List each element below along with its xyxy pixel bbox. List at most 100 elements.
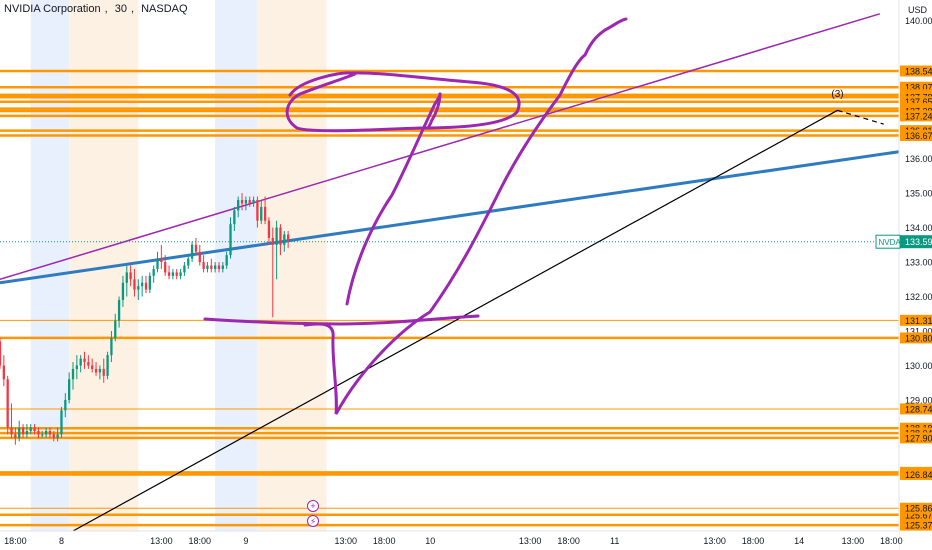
candle xyxy=(267,217,271,245)
black-trend-line[interactable] xyxy=(72,109,838,532)
candle xyxy=(213,262,217,273)
last-price-marker: NVDA 133.59 xyxy=(0,234,932,249)
candle xyxy=(125,265,128,297)
level-badge[interactable] xyxy=(900,332,932,344)
candle xyxy=(6,375,9,435)
purple-channel-line[interactable] xyxy=(0,13,881,281)
candle xyxy=(91,358,94,373)
candle-body xyxy=(94,368,98,373)
level-badge[interactable] xyxy=(900,96,932,108)
candle-body xyxy=(41,434,44,436)
last-price-badge[interactable] xyxy=(900,235,932,249)
candle xyxy=(260,199,263,225)
candle-body xyxy=(10,427,13,435)
candle xyxy=(240,193,244,211)
level-badge-label: 137.65 xyxy=(905,97,932,107)
candle-body xyxy=(125,272,128,283)
time-tick-label: 13:00 xyxy=(335,536,358,546)
level-badge[interactable] xyxy=(900,110,932,122)
candle xyxy=(221,262,224,273)
symbol-title-bar[interactable]: NVIDIA Corporation, 30, NASDAQ xyxy=(4,3,188,15)
time-tick-label: 11 xyxy=(610,536,619,546)
level-badge[interactable] xyxy=(900,81,932,93)
candle xyxy=(102,358,105,383)
candle-body xyxy=(256,199,259,221)
event-markers: + ⚡ xyxy=(307,500,319,528)
level-badge[interactable] xyxy=(900,65,932,77)
candle-body xyxy=(71,368,75,380)
level-badge[interactable] xyxy=(900,314,932,326)
candle xyxy=(286,231,290,249)
level-badge[interactable] xyxy=(900,519,932,531)
currency-label[interactable]: USD xyxy=(908,5,928,15)
candle xyxy=(87,355,90,369)
level-badge[interactable] xyxy=(900,130,932,142)
candle xyxy=(10,403,13,438)
candle xyxy=(79,355,82,373)
level-badge[interactable] xyxy=(900,509,932,521)
candle-body xyxy=(152,268,155,276)
candle xyxy=(129,265,132,287)
level-badge[interactable] xyxy=(900,502,932,514)
level-badge[interactable] xyxy=(900,432,932,444)
candle xyxy=(25,424,29,438)
candle-body xyxy=(156,258,159,269)
candle xyxy=(225,251,228,269)
candlesticks xyxy=(0,193,290,445)
level-badge[interactable] xyxy=(900,403,932,415)
time-axis-panel xyxy=(0,531,899,550)
candle xyxy=(60,406,63,438)
candle-body xyxy=(110,337,113,356)
candle xyxy=(44,427,48,438)
blue-trend-line[interactable] xyxy=(0,150,900,285)
candle xyxy=(94,362,98,376)
candle-body xyxy=(68,379,71,400)
candle xyxy=(133,268,136,297)
candle-body xyxy=(117,299,121,321)
candle xyxy=(68,372,71,404)
price-tick-label: 131.00 xyxy=(905,327,932,337)
session-premarket xyxy=(30,0,70,531)
candle-body xyxy=(267,220,271,238)
candle-body xyxy=(121,282,125,300)
time-tick-label: 14 xyxy=(794,536,804,546)
black-dashed-line[interactable] xyxy=(837,109,884,125)
lightning-icon[interactable] xyxy=(307,515,319,527)
time-tick-label: 18:00 xyxy=(189,536,212,546)
price-tick-label: 140.00 xyxy=(905,16,932,26)
level-badge-label: 138.54 xyxy=(905,67,932,77)
freehand-underline xyxy=(203,314,480,326)
candle xyxy=(144,275,148,294)
candle xyxy=(2,355,5,387)
candle-body xyxy=(14,434,17,438)
candle-body xyxy=(164,262,167,273)
candle-body xyxy=(52,434,55,438)
candle xyxy=(75,355,78,380)
candle xyxy=(110,331,113,363)
candle-body xyxy=(213,265,217,269)
candle-body xyxy=(29,427,32,432)
candle xyxy=(83,351,86,369)
time-tick-label: 18:00 xyxy=(880,536,903,546)
plus-icon[interactable] xyxy=(307,500,319,512)
level-badge[interactable] xyxy=(900,468,932,480)
candle xyxy=(194,237,198,256)
session-backgrounds xyxy=(30,0,327,531)
candle-body xyxy=(98,368,102,373)
candle xyxy=(271,227,274,318)
chart-annotations: (3) xyxy=(831,89,843,100)
candle-body xyxy=(37,431,40,435)
candle xyxy=(160,244,163,269)
time-tick-label: 9 xyxy=(243,536,248,546)
candle-body xyxy=(18,427,21,438)
time-tick-label: 13:00 xyxy=(150,536,173,546)
candle xyxy=(0,337,2,369)
candle xyxy=(167,265,171,280)
last-price-value: 133.59 xyxy=(905,237,932,247)
candle xyxy=(248,196,251,207)
candle xyxy=(183,262,186,276)
level-badge-label: 126.84 xyxy=(905,470,932,480)
candle xyxy=(217,262,221,273)
